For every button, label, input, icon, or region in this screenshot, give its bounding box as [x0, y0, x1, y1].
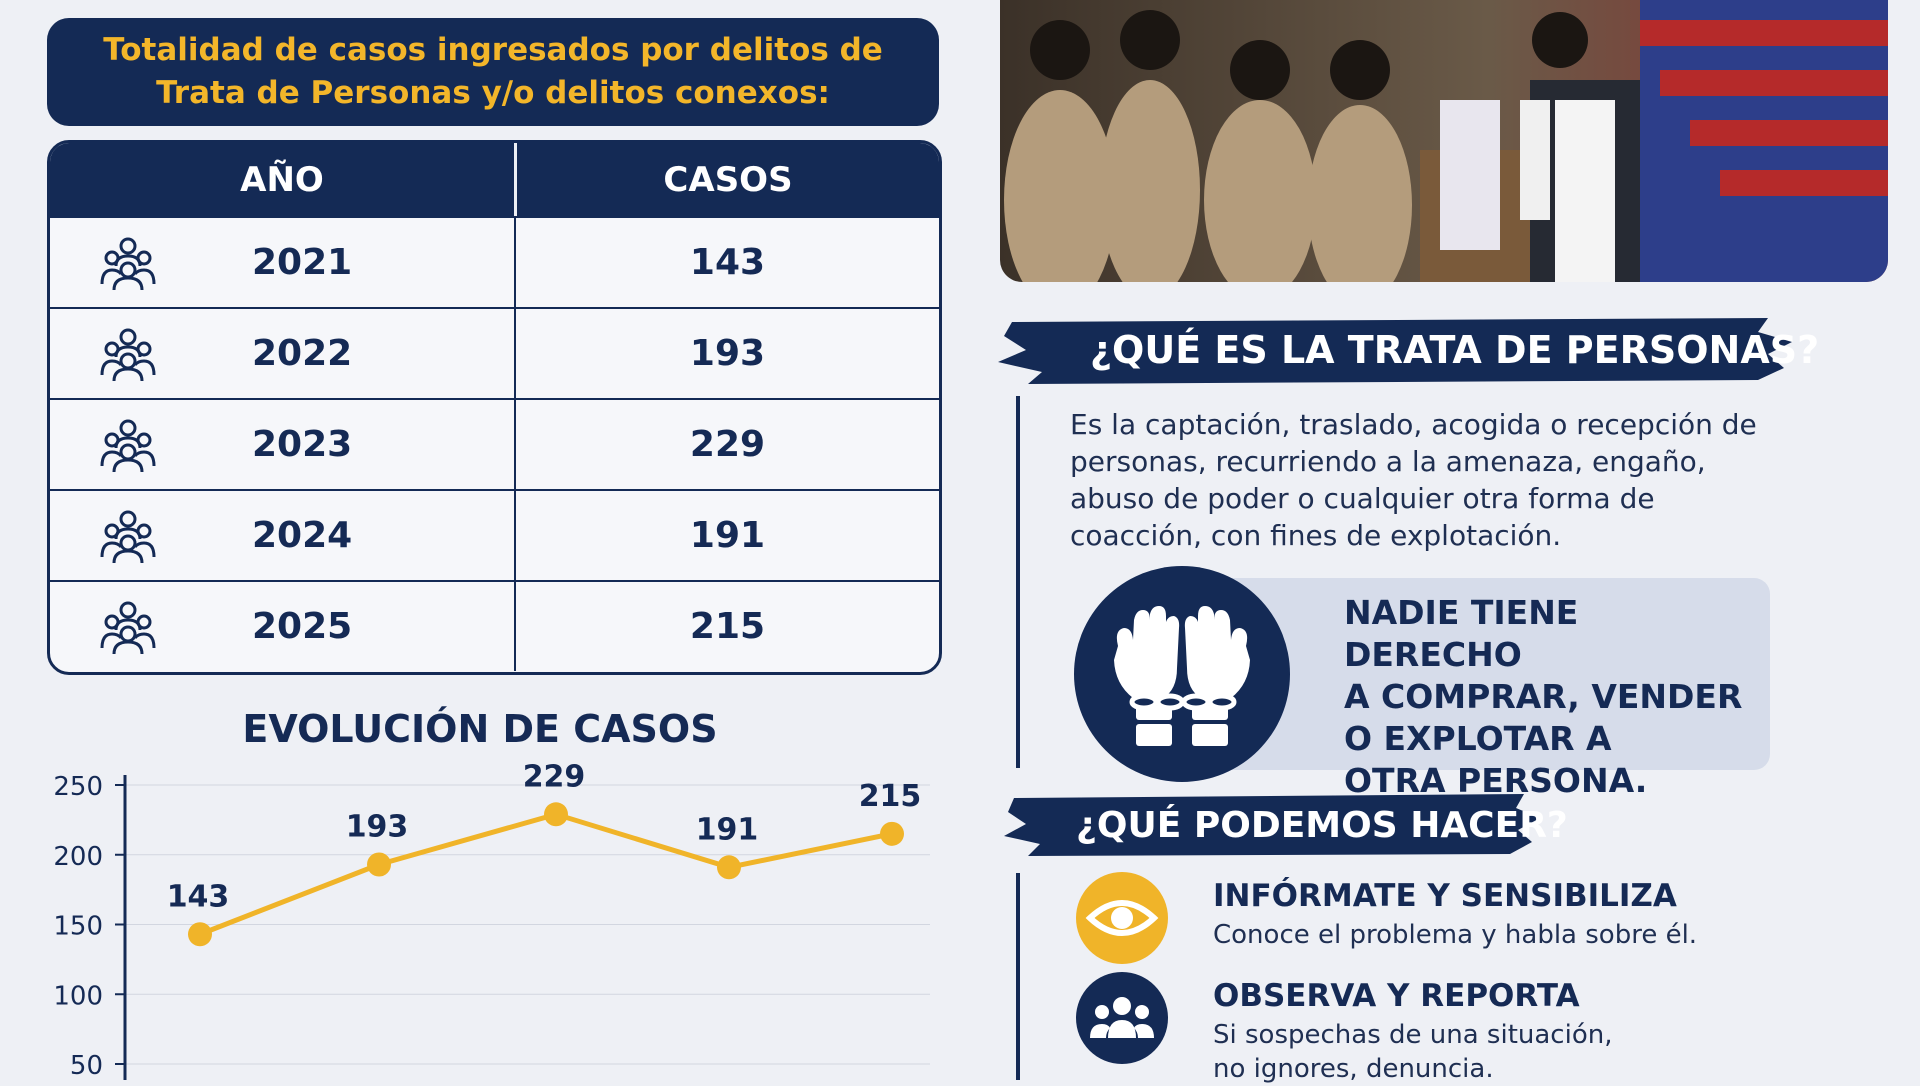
y-tick-label: 250 — [53, 772, 103, 802]
table-header: AÑO CASOS — [50, 143, 939, 216]
year-cell: 2022 — [50, 309, 516, 398]
y-tick-label: 50 — [70, 1051, 103, 1080]
year-value: 2022 — [252, 333, 353, 374]
data-label: 143 — [167, 879, 230, 914]
people-group-icon — [98, 234, 158, 292]
data-point — [544, 802, 568, 827]
eye-icon — [1076, 872, 1168, 964]
table-row: 2021 143 — [50, 216, 939, 307]
data-point — [367, 852, 391, 877]
data-point — [188, 922, 212, 947]
cases-table: AÑO CASOS 2021 143 2022 193 2023 229 2024 191 20… — [47, 140, 942, 675]
people-group-icon — [98, 598, 158, 656]
data-label: 191 — [696, 812, 759, 847]
year-value: 2025 — [252, 606, 353, 647]
people-group-icon — [98, 325, 158, 383]
table-row: 2025 215 — [50, 580, 939, 671]
divider-line — [1016, 873, 1020, 1080]
cases-value: 193 — [689, 333, 766, 374]
action-description-line: no ignores, denuncia. — [1213, 1054, 1494, 1084]
year-cell: 2025 — [50, 582, 516, 671]
callout-text: NADIE TIENE DERECHO A COMPRAR, VENDER O … — [1344, 592, 1764, 802]
definition-text: Es la captación, traslado, acogida o rec… — [1070, 408, 1757, 552]
action-item: OBSERVA Y REPORTA Si sospechas de una si… — [1076, 972, 1836, 1084]
table-title-line2: Trata de Personas y/o delitos conexos: — [156, 75, 830, 111]
data-point — [880, 821, 904, 846]
callout-line: NADIE TIENE DERECHO — [1344, 593, 1579, 674]
y-tick-label: 100 — [53, 981, 103, 1011]
column-header-year: AÑO — [50, 143, 517, 216]
section-heading-what-is-text: ¿QUÉ ES LA TRATA DE PERSONAS? — [1090, 328, 1820, 372]
cases-value: 191 — [689, 515, 766, 556]
year-cell: 2023 — [50, 400, 516, 489]
table-title-banner: Totalidad de casos ingresados por delito… — [47, 18, 939, 126]
students-photo — [1000, 0, 1888, 282]
data-label: 229 — [523, 759, 586, 794]
table-title-line1: Totalidad de casos ingresados por delito… — [103, 32, 883, 68]
data-label: 215 — [859, 779, 922, 814]
y-tick-label: 150 — [53, 912, 103, 942]
callout-line: OTRA PERSONA. — [1344, 761, 1648, 800]
callout-line: A COMPRAR, VENDER — [1344, 677, 1743, 716]
column-header-cases: CASOS — [663, 159, 793, 200]
table-row: 2022 193 — [50, 307, 939, 398]
people-group-icon — [98, 416, 158, 474]
year-cell: 2021 — [50, 218, 516, 307]
y-tick-label: 200 — [53, 842, 103, 872]
series-line — [199, 811, 893, 937]
table-row: 2024 191 — [50, 489, 939, 580]
section-heading-what-is: ¿QUÉ ES LA TRATA DE PERSONAS? — [998, 314, 1819, 386]
year-value: 2023 — [252, 424, 353, 465]
chart-title: EVOLUCIÓN DE CASOS — [242, 707, 718, 751]
divider-line — [1016, 396, 1020, 768]
people-icon — [1076, 972, 1168, 1064]
year-value: 2024 — [252, 515, 353, 556]
action-item: INFÓRMATE Y SENSIBILIZA Conoce el proble… — [1076, 872, 1836, 972]
table-row: 2023 229 — [50, 398, 939, 489]
action-title: OBSERVA Y REPORTA — [1213, 978, 1580, 1014]
people-group-icon — [98, 507, 158, 565]
cases-line-chart: 50 100 150 200 250 143 193 229 191 215 — [53, 759, 930, 1080]
cases-value: 143 — [689, 242, 766, 283]
data-point — [717, 855, 741, 880]
action-description-line: Si sospechas de una situación, — [1213, 1020, 1613, 1050]
cases-value: 229 — [689, 424, 766, 465]
callout-line: O EXPLOTAR A — [1344, 719, 1612, 758]
action-description: Si sospechas de una situación, no ignore… — [1213, 1018, 1773, 1086]
action-description: Conoce el problema y habla sobre él. — [1213, 918, 1773, 952]
cases-value: 215 — [689, 606, 766, 647]
year-cell: 2024 — [50, 491, 516, 580]
action-title: INFÓRMATE Y SENSIBILIZA — [1213, 878, 1677, 914]
section-heading-what-can-we-do: ¿QUÉ PODEMOS HACER? — [1004, 792, 1568, 858]
year-value: 2021 — [252, 242, 353, 283]
action-description-line: Conoce el problema y habla sobre él. — [1213, 920, 1698, 950]
data-label: 193 — [346, 810, 409, 845]
chained-hands-icon — [1074, 566, 1290, 782]
section-heading-what-can-we-do-text: ¿QUÉ PODEMOS HACER? — [1076, 804, 1568, 846]
